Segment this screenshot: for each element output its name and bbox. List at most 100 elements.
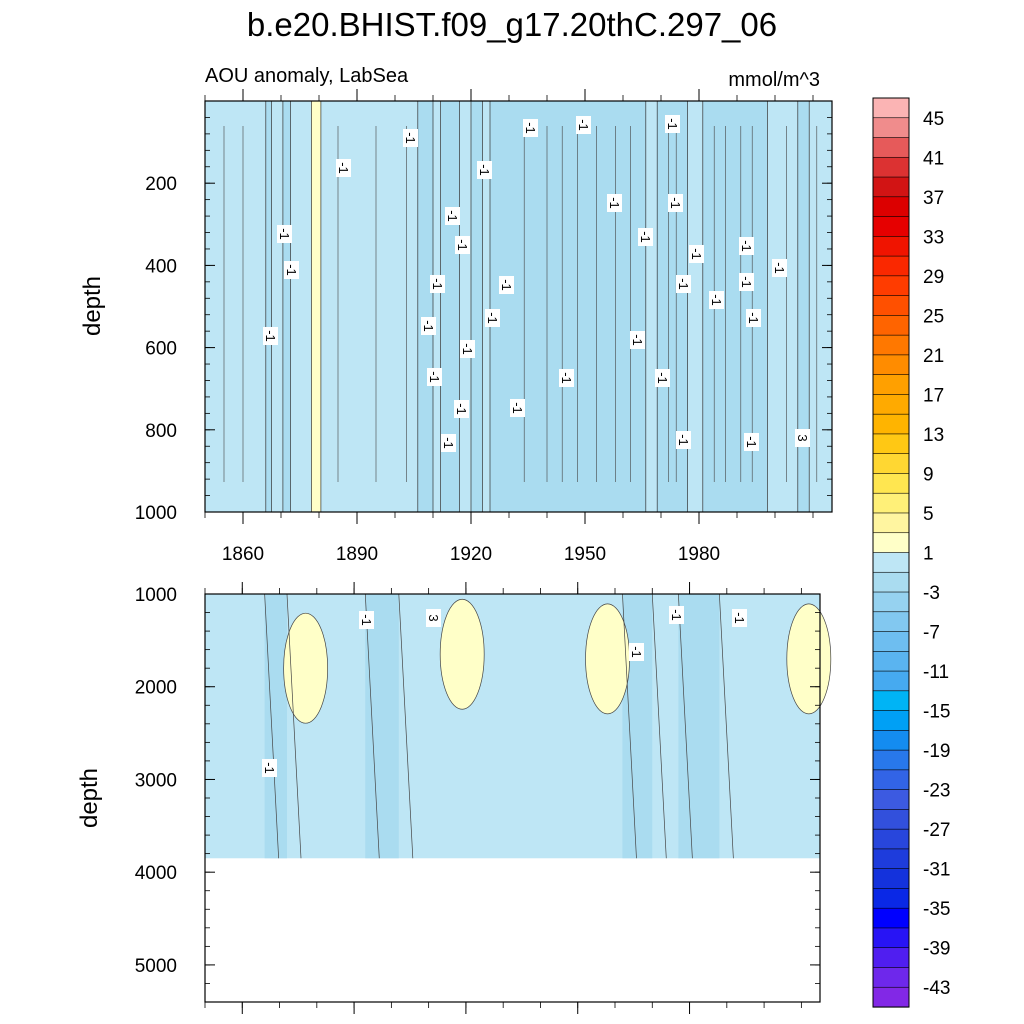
colorbar-label: 33	[923, 227, 944, 248]
colorbar-label: 1	[923, 544, 934, 565]
contour-band	[797, 101, 810, 512]
colorbar-swatch	[872, 413, 910, 435]
contour-label: -1	[427, 368, 442, 386]
x-tick-label: 1890	[336, 544, 378, 565]
colorbar: 45 41 37 33 29 25 21 17 13 9 5 1 -3 -7 -11 -15 -19 -23 -27…	[872, 97, 950, 1008]
contour-label: -1	[689, 245, 704, 263]
colorbar-label: -31	[923, 860, 950, 881]
colorbar-label: -11	[923, 662, 949, 683]
colorbar-label: -3	[923, 583, 940, 604]
y-tick-label: 400	[145, 256, 177, 277]
colorbar-label: 37	[923, 188, 944, 209]
y-tick-label: 1000	[135, 585, 177, 606]
contour-label: -1	[559, 369, 574, 387]
y-tick-label: 3000	[135, 770, 177, 791]
colorbar-label: -43	[923, 978, 950, 999]
contour-line	[364, 593, 414, 859]
colorbar-label: 9	[923, 464, 934, 485]
colorbar-swatch	[872, 433, 910, 455]
plot-frame	[204, 100, 833, 513]
warm-anomaly-patch	[585, 603, 630, 715]
colorbar-label: -23	[923, 781, 950, 802]
contour-band	[311, 101, 321, 512]
colorbar-swatch	[872, 295, 910, 316]
colorbar-swatch	[872, 789, 910, 810]
colorbar-label: 5	[923, 504, 934, 525]
contour-label: -1	[709, 291, 724, 309]
colorbar-swatch	[872, 986, 910, 1008]
contour-band	[365, 594, 399, 859]
x-tick-label: 1980	[678, 544, 720, 565]
contour-band	[264, 594, 287, 859]
contour-label: -1	[403, 129, 418, 147]
contour-label: -1	[676, 431, 691, 449]
colorbar-swatch	[872, 156, 910, 178]
colorbar-swatch	[872, 532, 910, 554]
contour-label-text: -1	[676, 278, 691, 290]
contour-label-text: -1	[454, 403, 469, 415]
contour-line	[678, 593, 734, 859]
x-tick-label: 1950	[564, 544, 606, 565]
contour-label-text: -1	[445, 210, 460, 222]
colorbar-swatch	[872, 848, 910, 870]
contour-label-text: -1	[460, 343, 475, 355]
colorbar-label: -19	[923, 741, 950, 762]
contour-label: -1	[739, 273, 754, 291]
colorbar-swatch	[872, 473, 910, 494]
contour-label: -1	[732, 609, 747, 627]
colorbar-swatch	[872, 947, 910, 969]
colorbar-swatch	[872, 888, 910, 909]
warm-anomaly-patch	[786, 603, 832, 715]
contour-label-text: -1	[772, 262, 787, 274]
contour-band	[767, 101, 798, 512]
colorbar-swatch	[872, 453, 910, 475]
colorbar-swatch	[872, 591, 910, 613]
contour-label: -1	[430, 275, 445, 293]
contour-label: -1	[607, 194, 622, 212]
colorbar-swatch	[872, 769, 910, 791]
contour-label: -1	[746, 309, 761, 327]
contour-label: -1	[523, 119, 538, 137]
contour-line	[622, 593, 667, 859]
colorbar-swatch	[872, 631, 910, 652]
contour-label-text: -1	[732, 612, 747, 624]
contour-label-text: -1	[630, 334, 645, 346]
contour-label: -1	[421, 317, 436, 335]
contour-label: -1	[454, 400, 469, 418]
colorbar-swatch	[872, 552, 910, 573]
colorbar-swatch	[872, 117, 910, 139]
contour-label-text: -1	[669, 609, 684, 621]
contour-label-text: -1	[403, 132, 418, 144]
contour-label-text: -1	[689, 248, 704, 260]
colorbar-swatch	[872, 611, 910, 633]
contour-label-text: -1	[638, 231, 653, 243]
contour-label-text: -1	[284, 264, 299, 276]
contour-label-text: -1	[263, 330, 278, 342]
contour-label: -1	[744, 433, 759, 451]
contour-label-text: -1	[277, 228, 292, 240]
subtitle-variable: AOU anomaly, LabSea	[205, 65, 409, 87]
colorbar-label: -39	[923, 939, 950, 960]
colorbar-swatch	[872, 137, 910, 158]
contour-label: -1	[576, 116, 591, 134]
colorbar-label: 45	[923, 109, 944, 130]
contour-band	[490, 101, 646, 512]
contour-label-text: -1	[744, 436, 759, 448]
contour-label-text: -1	[665, 118, 680, 130]
top-panel: -1 -1 -1 -1 -1 -1 -1 -1 -1 -1 -1 -1 -1 -1 -1 -1 -1 -1 -1 -1…	[79, 89, 833, 565]
y-tick-label: 800	[145, 421, 177, 442]
contour-label-text: -1	[336, 162, 351, 174]
contour-label-text: -1	[359, 614, 374, 626]
contour-label: -1	[460, 340, 475, 358]
y-tick-label: 5000	[135, 956, 177, 977]
colorbar-swatch	[872, 492, 910, 514]
colorbar-swatch	[872, 828, 910, 850]
contour-label-text: -1	[668, 197, 683, 209]
contour-label-text: -1	[485, 312, 500, 324]
contour-label: -1	[359, 611, 374, 629]
contour-label-text: -1	[477, 164, 492, 176]
colorbar-swatch	[872, 176, 910, 198]
warm-anomaly-patch	[439, 598, 485, 710]
y-tick-label: 200	[145, 174, 177, 195]
